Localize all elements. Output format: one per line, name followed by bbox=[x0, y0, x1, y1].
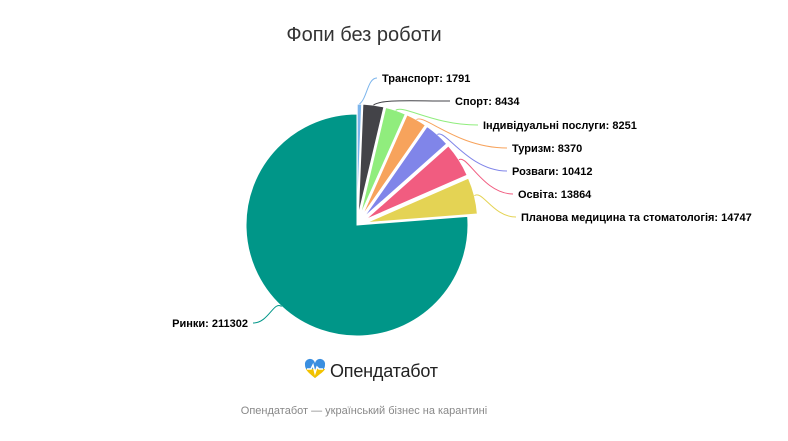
data-label-ринки: Ринки: 211302 bbox=[172, 318, 248, 330]
logo-text: Опендатабот bbox=[330, 360, 438, 381]
pie-slice-ринки[interactable] bbox=[245, 113, 469, 337]
connector-транспорт bbox=[359, 77, 378, 105]
connector-спорт bbox=[373, 100, 451, 106]
connector-ринки bbox=[252, 304, 282, 324]
connector-розваги bbox=[437, 133, 508, 172]
pie-slice-туризм[interactable] bbox=[361, 114, 427, 217]
heart-pulse-icon bbox=[304, 358, 326, 385]
connector-освіта bbox=[458, 158, 514, 195]
data-label-індивідуальні-послуги: Індивідуальні послуги: 8251 bbox=[483, 120, 637, 132]
connector-індивідуальні-послуги bbox=[395, 108, 479, 126]
data-label-транспорт: Транспорт: 1791 bbox=[382, 73, 470, 85]
connector-планова-медицина-та-стоматологія bbox=[474, 194, 517, 218]
data-label-спорт: Спорт: 8434 bbox=[455, 96, 520, 108]
chart-title: Фопи без роботи bbox=[286, 24, 442, 46]
data-label-освіта: Освіта: 13864 bbox=[518, 189, 592, 201]
pie-slice-індивідуальні-послуги[interactable] bbox=[359, 106, 406, 216]
data-label-розваги: Розваги: 10412 bbox=[512, 166, 593, 178]
connector-туризм bbox=[416, 118, 508, 149]
data-label-планова-медицина-та-стоматологія: Планова медицина та стоматологія: 14747 bbox=[521, 212, 752, 224]
pie-slice-планова-медицина-та-стоматологія[interactable] bbox=[366, 177, 478, 224]
pie-slice-транспорт[interactable] bbox=[356, 103, 363, 216]
data-label-туризм: Туризм: 8370 bbox=[512, 143, 582, 155]
opendatabot-logo: Опендатабот bbox=[304, 357, 438, 385]
footer-caption: Опендатабот — український бізнес на кара… bbox=[240, 405, 488, 417]
